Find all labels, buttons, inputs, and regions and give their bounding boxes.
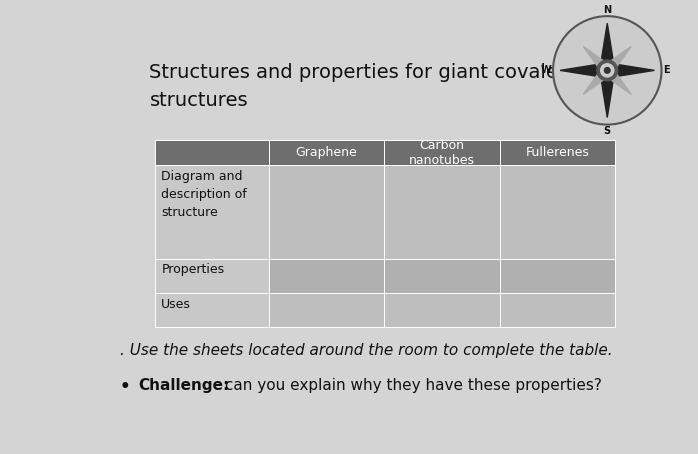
Circle shape [604, 68, 610, 73]
Text: Uses: Uses [161, 298, 191, 311]
Bar [269, 259, 385, 293]
Text: •: • [120, 378, 131, 396]
Text: S: S [604, 126, 611, 136]
Polygon shape [600, 23, 615, 70]
Bar [385, 140, 500, 165]
Bar [385, 165, 500, 259]
Text: Structures and properties for giant covalent: Structures and properties for giant cova… [149, 63, 578, 82]
Text: Fullerenes: Fullerenes [526, 146, 589, 159]
Text: Carbon
nanotubes: Carbon nanotubes [409, 139, 475, 167]
Bar [269, 140, 385, 165]
Polygon shape [603, 66, 631, 94]
Text: N: N [603, 5, 611, 15]
Bar [269, 165, 385, 259]
Polygon shape [600, 70, 615, 118]
Bar [155, 259, 269, 293]
Text: E: E [663, 65, 669, 75]
Polygon shape [603, 46, 631, 74]
Text: Graphene: Graphene [296, 146, 357, 159]
Bar [500, 140, 615, 165]
Text: Properties: Properties [161, 263, 225, 276]
Bar [500, 293, 615, 327]
Polygon shape [584, 46, 611, 74]
Bar [155, 165, 269, 259]
Text: Challenge:: Challenge: [139, 378, 230, 393]
Text: W: W [541, 65, 551, 75]
Polygon shape [607, 63, 655, 78]
Text: Diagram and
description of
structure: Diagram and description of structure [161, 170, 247, 218]
Bar [155, 293, 269, 327]
Polygon shape [560, 63, 607, 78]
Circle shape [597, 60, 618, 81]
Bar [500, 165, 615, 259]
Text: structures: structures [149, 91, 248, 110]
Bar [500, 259, 615, 293]
Circle shape [553, 16, 662, 124]
Bar [385, 259, 500, 293]
Polygon shape [584, 66, 611, 94]
Circle shape [601, 64, 614, 77]
Bar [385, 293, 500, 327]
Text: can you explain why they have these properties?: can you explain why they have these prop… [220, 378, 602, 393]
Text: . Use the sheets located around the room to complete the table.: . Use the sheets located around the room… [120, 343, 612, 358]
Bar [269, 293, 385, 327]
Bar [155, 140, 269, 165]
